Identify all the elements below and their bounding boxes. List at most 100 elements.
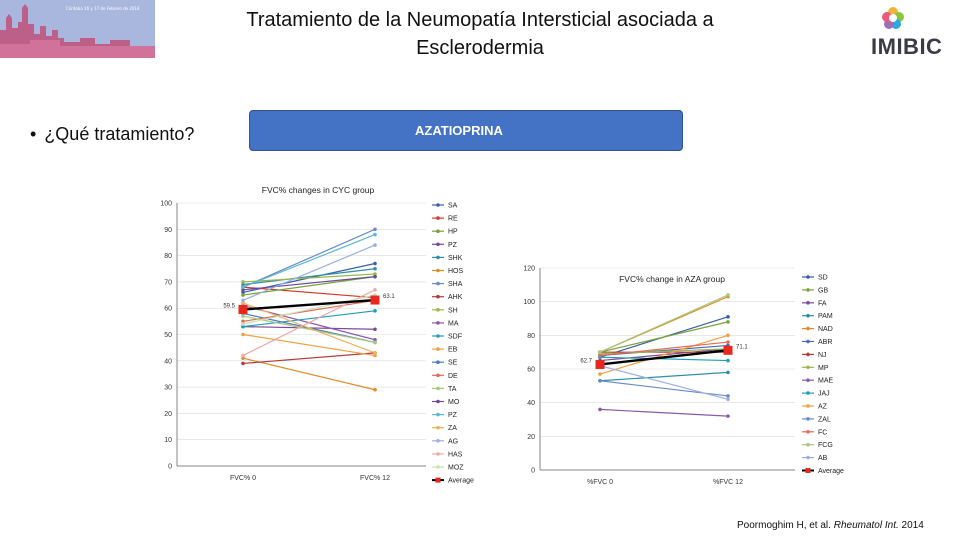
series-point bbox=[241, 290, 245, 295]
y-tick-label: 100 bbox=[523, 299, 535, 306]
legend-marker bbox=[436, 386, 440, 391]
average-start-label: 62.7 bbox=[580, 358, 592, 364]
average-marker bbox=[238, 305, 248, 315]
legend-marker bbox=[806, 430, 810, 434]
series-line-jaj bbox=[599, 356, 729, 362]
series-point bbox=[373, 232, 377, 237]
citation-year: 2014 bbox=[898, 520, 924, 531]
conference-banner: Córdoba 16 y 17 de Febrero de 2018 bbox=[0, 0, 155, 58]
legend-label: ZAL bbox=[818, 416, 831, 423]
series-line-fcg bbox=[599, 294, 729, 353]
chart-cyc-svg: FVC% changes in CYC group 0 10 20 30 40 50 60 70… bbox=[140, 181, 485, 490]
series-point bbox=[373, 337, 377, 342]
series-point bbox=[373, 243, 377, 247]
y-tick-label: 20 bbox=[164, 411, 172, 418]
series-line-de bbox=[242, 299, 376, 322]
series-point bbox=[373, 227, 377, 232]
x-tick-label: FVC% 0 bbox=[230, 475, 256, 482]
legend-label: PAM bbox=[818, 313, 833, 320]
series-point bbox=[726, 293, 730, 297]
series-line-hp bbox=[242, 276, 376, 296]
slide-title: Tratamiento de la Neumopatía Intersticia… bbox=[200, 6, 760, 62]
y-tick-label: 90 bbox=[164, 227, 172, 234]
chart-aza-svg: FVC% change in AZA group 0 20 40 60 80 100 120%… bbox=[500, 262, 845, 490]
y-tick-label: 120 bbox=[523, 266, 535, 273]
legend-label: AB bbox=[818, 455, 828, 462]
legend-marker bbox=[436, 203, 440, 207]
legend-label: SD bbox=[818, 275, 828, 282]
y-tick-label: 70 bbox=[164, 279, 172, 286]
y-tick-label: 0 bbox=[168, 464, 172, 471]
legend-label: SHA bbox=[448, 281, 463, 288]
series-point bbox=[241, 361, 245, 366]
banner-skyline-graphic bbox=[0, 0, 155, 58]
series-point bbox=[373, 353, 377, 358]
series-point bbox=[373, 351, 377, 355]
legend-label: AZ bbox=[818, 404, 828, 411]
series-line-gb bbox=[599, 321, 729, 353]
series-line-mo bbox=[242, 276, 376, 291]
legend-label: AG bbox=[448, 438, 458, 445]
y-tick-label: 50 bbox=[164, 332, 172, 339]
legend-marker bbox=[436, 268, 440, 273]
series-point bbox=[373, 309, 377, 313]
series-line-hos bbox=[242, 357, 376, 391]
series-point bbox=[726, 394, 730, 398]
series-point bbox=[241, 293, 245, 297]
series-point bbox=[241, 319, 245, 324]
legend-marker bbox=[806, 288, 810, 292]
legend-marker bbox=[806, 301, 810, 305]
legend-marker bbox=[436, 281, 440, 286]
series-line-moz bbox=[242, 294, 376, 325]
series-point bbox=[373, 272, 377, 276]
legend-label: GB bbox=[818, 287, 828, 294]
legend-marker bbox=[806, 404, 810, 408]
citation: Poormoghim H, et al. Rheumatol Int. 2014 bbox=[737, 520, 924, 531]
y-tick-label: 20 bbox=[527, 434, 535, 441]
x-tick-label: %FVC 12 bbox=[713, 479, 743, 486]
series-line-fc bbox=[599, 341, 729, 357]
legend-label: ABR bbox=[818, 339, 832, 346]
slide-title-line2: Esclerodermia bbox=[416, 37, 544, 59]
series-point bbox=[373, 327, 377, 332]
drug-label: AZATIOPRINA bbox=[415, 123, 503, 138]
average-end-label: 63.1 bbox=[383, 294, 395, 300]
series-line-average bbox=[242, 298, 376, 311]
average-marker bbox=[370, 295, 380, 305]
series-line-sh bbox=[242, 273, 376, 283]
average-marker bbox=[723, 345, 733, 355]
x-tick-label: FVC% 12 bbox=[360, 475, 390, 482]
legend-marker bbox=[436, 347, 440, 351]
series-point bbox=[241, 314, 245, 318]
legend-label: PZ bbox=[448, 242, 458, 249]
series-point bbox=[241, 301, 245, 305]
legend-marker bbox=[436, 321, 440, 325]
slide-title-line1: Tratamiento de la Neumopatía Intersticia… bbox=[246, 9, 714, 31]
legend-marker bbox=[436, 412, 440, 417]
chart-background bbox=[140, 181, 485, 490]
legend-label: PZ bbox=[448, 412, 458, 419]
legend-marker bbox=[435, 477, 441, 483]
legend-label: Average bbox=[818, 468, 844, 475]
legend-label: SE bbox=[448, 360, 458, 367]
series-line-ab bbox=[599, 365, 729, 400]
x-tick-label: %FVC 0 bbox=[587, 479, 613, 486]
series-point bbox=[241, 298, 245, 303]
chart-title: FVC% change in AZA group bbox=[619, 274, 725, 284]
series-point bbox=[373, 287, 377, 292]
legend-label: FC bbox=[818, 429, 827, 436]
legend-marker bbox=[806, 391, 810, 395]
legend-marker bbox=[436, 334, 440, 338]
logo-flower-icon bbox=[882, 7, 904, 29]
legend-label: MOZ bbox=[448, 465, 464, 472]
drug-box: AZATIOPRINA bbox=[249, 110, 683, 151]
question-label: ¿Qué tratamiento? bbox=[44, 124, 195, 144]
series-point bbox=[241, 356, 245, 360]
series-line-pam bbox=[599, 371, 729, 382]
series-point bbox=[241, 287, 245, 292]
series-point bbox=[726, 370, 730, 375]
y-tick-label: 10 bbox=[164, 437, 172, 444]
legend-label: SA bbox=[448, 203, 458, 210]
legend-marker bbox=[436, 229, 440, 233]
series-point bbox=[241, 322, 245, 326]
